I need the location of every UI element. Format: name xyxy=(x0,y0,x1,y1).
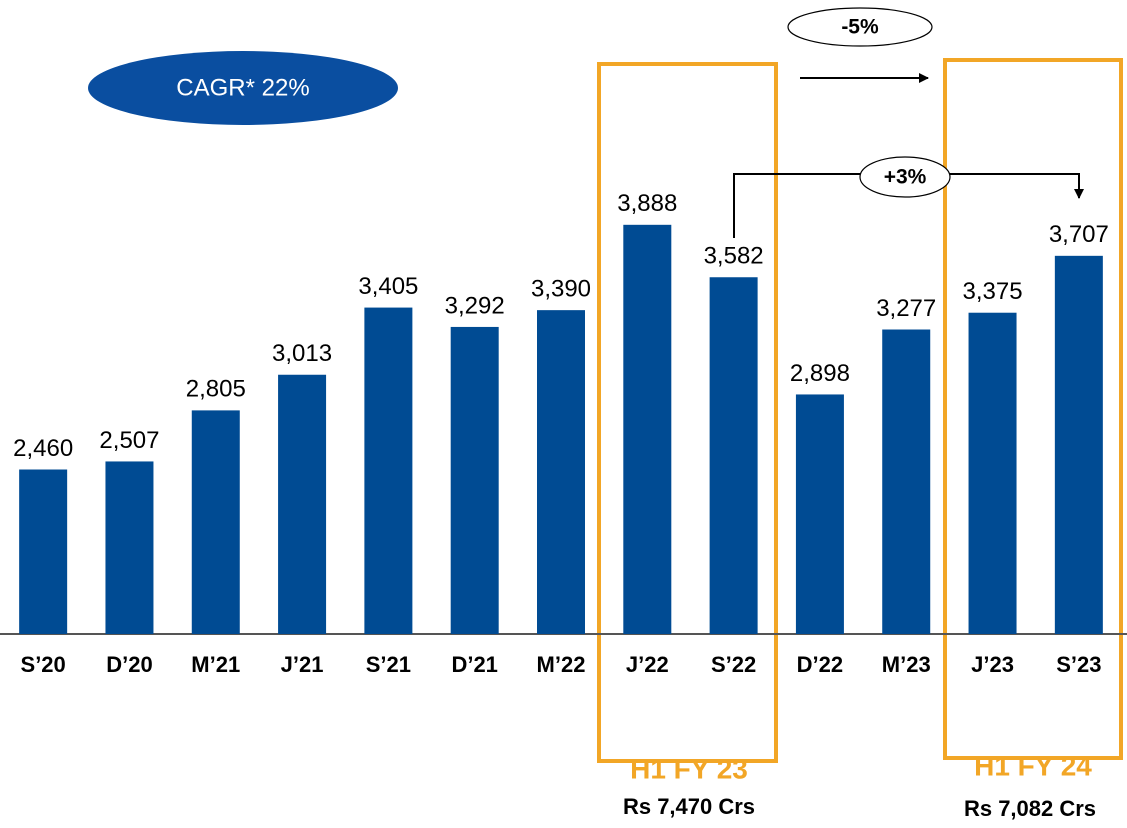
x-tick-label: M’23 xyxy=(882,652,931,677)
yoy-label: -5% xyxy=(841,16,879,39)
value-label: 3,582 xyxy=(704,243,764,270)
value-label: 3,390 xyxy=(531,275,591,302)
x-tick-label: D’22 xyxy=(797,652,843,677)
x-tick-label: M’21 xyxy=(191,652,240,677)
qoq-label: +3% xyxy=(884,166,927,189)
bar xyxy=(19,469,68,634)
x-tick-label: S’20 xyxy=(21,652,66,677)
x-tick-label: D’20 xyxy=(106,652,152,677)
bar xyxy=(191,410,240,634)
h1-fy24-box xyxy=(943,58,1123,760)
bar xyxy=(105,461,154,634)
x-tick-label: J’22 xyxy=(626,652,669,677)
value-label: 2,805 xyxy=(186,376,246,403)
bar xyxy=(1054,255,1103,634)
bar xyxy=(278,374,327,634)
x-tick-label: S’23 xyxy=(1056,652,1101,677)
bar xyxy=(882,329,931,634)
bar xyxy=(537,310,585,634)
value-label: 2,507 xyxy=(99,427,159,454)
value-label: 3,405 xyxy=(358,273,418,300)
x-tick-label: S’21 xyxy=(366,652,411,677)
value-label: 3,277 xyxy=(876,295,936,322)
bar xyxy=(364,307,413,634)
x-tick-label: J’21 xyxy=(281,652,324,677)
period-total: Rs 7,082 Crs xyxy=(964,796,1096,821)
value-label: 3,013 xyxy=(272,340,332,367)
period-label: H1 FY 24 xyxy=(974,750,1092,781)
x-tick-label: J’23 xyxy=(971,652,1014,677)
period-label: H1 FY 23 xyxy=(630,753,748,784)
cagr-label: CAGR* 22% xyxy=(176,74,309,101)
value-label: 3,375 xyxy=(963,278,1023,305)
value-label: 3,292 xyxy=(445,292,505,319)
x-tick-label: S’22 xyxy=(711,652,756,677)
bar xyxy=(968,312,1017,634)
value-label: 2,898 xyxy=(790,360,850,387)
bar xyxy=(795,394,844,634)
period-total: Rs 7,470 Crs xyxy=(623,794,755,819)
bar xyxy=(623,224,672,634)
x-tick-label: D’21 xyxy=(451,652,497,677)
bar xyxy=(709,277,758,634)
h1-fy23-box xyxy=(597,62,778,763)
x-tick-label: M’22 xyxy=(537,652,586,677)
value-label: 2,460 xyxy=(13,435,73,462)
bar xyxy=(450,326,499,634)
value-label: 3,888 xyxy=(617,190,677,217)
cagr-badge xyxy=(88,51,398,125)
qoq-badge xyxy=(859,156,951,198)
value-label: 3,707 xyxy=(1049,221,1109,248)
yoy-badge xyxy=(787,7,933,47)
